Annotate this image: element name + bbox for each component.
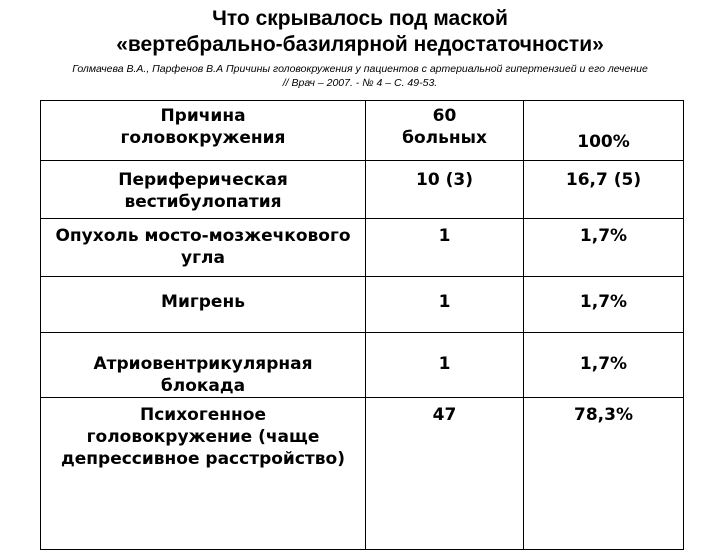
row-cause: Психогенное головокружение (чаще депресс… bbox=[40, 397, 366, 550]
citation-line-2: // Врач – 2007. - № 4 – С. 49-53. bbox=[282, 77, 438, 89]
table-row: Периферическая вестибулопатия 10 (3) 16,… bbox=[40, 160, 684, 219]
row-percent: 1,7% bbox=[523, 332, 684, 398]
row-patients: 1 bbox=[365, 332, 524, 398]
row-percent: 78,3% bbox=[523, 397, 684, 550]
row-cause: Опухоль мосто-мозжечкового угла bbox=[40, 218, 366, 277]
table-header-row: Причина головокружения 60 больных 100% bbox=[40, 100, 684, 161]
row-patients: 1 bbox=[365, 218, 524, 277]
header-cause: Причина головокружения bbox=[40, 100, 366, 161]
table-row: Опухоль мосто-мозжечкового угла 1 1,7% bbox=[40, 218, 684, 277]
row-percent: 1,7% bbox=[523, 218, 684, 277]
citation: Голмачева В.А., Парфенов В.А Причины гол… bbox=[0, 62, 720, 90]
table-row: Психогенное головокружение (чаще депресс… bbox=[40, 397, 684, 550]
table-row: Мигрень 1 1,7% bbox=[40, 276, 684, 333]
table-row: Атриовентрикулярная блокада 1 1,7% bbox=[40, 332, 684, 398]
header-patients: 60 больных bbox=[365, 100, 524, 161]
row-cause: Атриовентрикулярная блокада bbox=[40, 332, 366, 398]
row-patients: 1 bbox=[365, 276, 524, 333]
row-cause: Периферическая вестибулопатия bbox=[40, 160, 366, 219]
row-percent: 16,7 (5) bbox=[523, 160, 684, 219]
slide-title-line-1: Что скрывалось под маской bbox=[212, 7, 508, 30]
citation-line-1: Голмачева В.А., Парфенов В.А Причины гол… bbox=[72, 63, 648, 75]
row-patients: 10 (3) bbox=[365, 160, 524, 219]
slide-title: Что скрывалось под маской «вертебрально-… bbox=[0, 6, 720, 58]
row-patients: 47 bbox=[365, 397, 524, 550]
header-percent: 100% bbox=[523, 100, 684, 161]
row-cause: Мигрень bbox=[40, 276, 366, 333]
row-percent: 1,7% bbox=[523, 276, 684, 333]
dizziness-causes-table: Причина головокружения 60 больных 100% П… bbox=[40, 100, 684, 550]
slide-title-line-2: «вертебрально-базилярной недостаточности… bbox=[116, 33, 604, 56]
